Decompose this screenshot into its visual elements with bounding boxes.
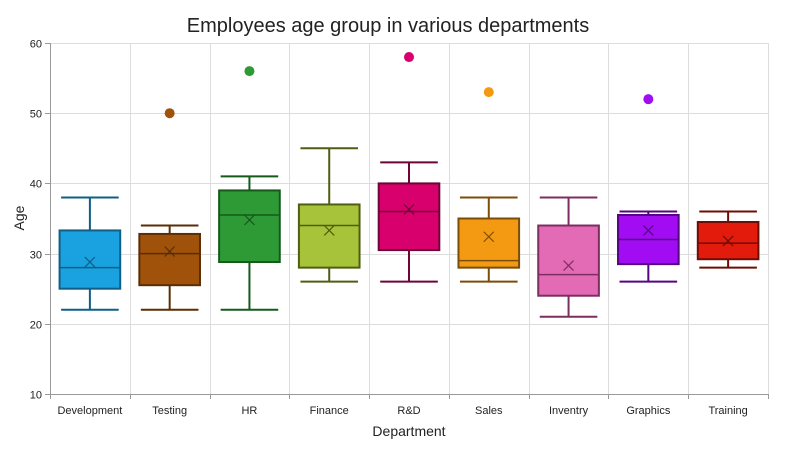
- y-tick-label: 50: [30, 109, 42, 121]
- mean-marker: [164, 246, 176, 257]
- box-hr: [218, 66, 281, 311]
- x-tick-label: Development: [57, 405, 122, 417]
- box-sales: [457, 87, 521, 283]
- mean-marker: [323, 225, 335, 236]
- x-tick-label: Training: [708, 405, 747, 417]
- mean-marker: [403, 203, 415, 215]
- mean-marker: [563, 260, 574, 271]
- x-tick-label: Sales: [475, 405, 503, 417]
- box-finance: [297, 147, 361, 283]
- mean-marker: [483, 231, 495, 243]
- box-inventry: [537, 196, 600, 318]
- iqr-box: [377, 182, 441, 252]
- iqr-box: [218, 189, 281, 264]
- iqr-box: [457, 217, 521, 269]
- axes: 10 20 30 40 50 60 Development Testing HR Finance R…: [30, 39, 769, 417]
- x-tick-label: R&D: [397, 405, 420, 417]
- iqr-box: [537, 224, 600, 297]
- y-tick-label: 10: [30, 390, 42, 402]
- x-tick-label: Finance: [310, 405, 349, 417]
- outlier-point: [483, 87, 494, 98]
- box-graphics: [617, 94, 680, 283]
- box-testing: [138, 108, 201, 311]
- y-tick-label: 60: [30, 39, 42, 51]
- box-training: [696, 210, 760, 269]
- outlier-point: [404, 52, 414, 63]
- y-tick-label: 40: [30, 179, 42, 191]
- chart-title: Employees age group in various departmen…: [187, 15, 589, 37]
- mean-marker: [244, 214, 255, 226]
- mean-marker: [642, 225, 654, 236]
- y-tick-label: 20: [30, 320, 42, 332]
- outlier-point: [643, 94, 654, 105]
- box-development: [58, 196, 122, 311]
- y-axis-title: Age: [11, 205, 27, 230]
- mean-marker: [722, 235, 734, 247]
- x-tick-label: Testing: [152, 405, 187, 417]
- x-axis-title: Department: [372, 423, 445, 439]
- outlier-point: [244, 66, 255, 77]
- x-tick-label: Graphics: [626, 405, 671, 417]
- iqr-box: [58, 229, 122, 290]
- x-tick-label: HR: [241, 405, 257, 417]
- x-tick-label: Inventry: [549, 405, 589, 417]
- iqr-box: [297, 203, 361, 269]
- box-r-d: [377, 52, 441, 283]
- y-tick-label: 30: [30, 250, 42, 262]
- boxes: [58, 52, 760, 318]
- mean-marker: [84, 256, 96, 268]
- outlier-point: [164, 108, 175, 119]
- iqr-box: [138, 232, 201, 287]
